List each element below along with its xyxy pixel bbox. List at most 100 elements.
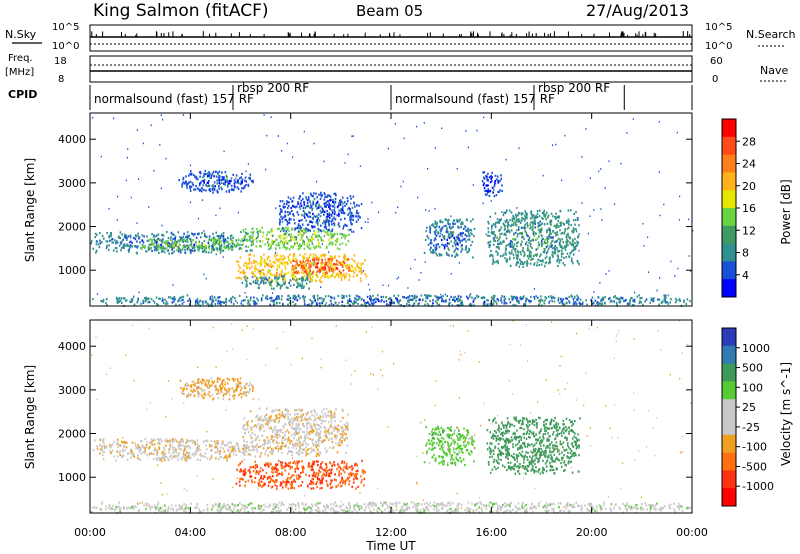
rti-cell xyxy=(129,456,132,459)
rti-cell xyxy=(518,219,521,223)
rti-cell xyxy=(313,296,315,299)
rti-cell xyxy=(203,181,205,184)
rti-cell xyxy=(448,298,451,301)
rti-cell xyxy=(166,302,169,305)
rti-cell xyxy=(362,262,364,265)
rti-cell xyxy=(371,298,373,301)
rti-cell xyxy=(490,227,493,230)
rti-cell xyxy=(324,275,327,278)
rti-cell xyxy=(352,275,355,278)
rti-cell xyxy=(292,235,294,238)
rti-cell xyxy=(118,297,121,300)
rti-cell xyxy=(122,246,124,249)
rti-cell xyxy=(112,241,114,244)
rti-cell xyxy=(431,251,434,254)
rti-cell xyxy=(242,229,245,232)
rti-speckle xyxy=(266,134,268,137)
rti-speckle xyxy=(465,130,467,132)
rti-cell xyxy=(143,235,145,238)
rti-cell xyxy=(619,300,622,303)
rti-cell xyxy=(331,441,334,444)
rti-speckle xyxy=(100,155,102,158)
rti-cell xyxy=(558,249,561,252)
rti-cell xyxy=(311,240,313,243)
rti-cell xyxy=(266,298,269,301)
rti-cell xyxy=(281,295,283,298)
rti-cell xyxy=(304,253,307,256)
rti-cell xyxy=(177,240,180,243)
rti-cell xyxy=(377,298,379,301)
rti-cell xyxy=(253,254,255,257)
rti-cell xyxy=(495,194,498,197)
rti-cell xyxy=(235,239,237,242)
rti-cell xyxy=(556,216,558,219)
rti-cell xyxy=(560,300,562,303)
rti-cell xyxy=(233,297,236,300)
rti-cell xyxy=(309,240,311,243)
rti-cell xyxy=(493,195,496,198)
rti-cell xyxy=(574,223,576,226)
rti-cell xyxy=(517,228,520,231)
rti-cell xyxy=(252,272,255,275)
rti-speckle xyxy=(351,135,353,138)
rti-speckle xyxy=(599,282,601,284)
rti-cell xyxy=(247,232,249,235)
rti-cell xyxy=(530,212,533,216)
rti-cell xyxy=(417,303,419,306)
rti-cell xyxy=(509,264,512,268)
rti-cell xyxy=(115,242,117,245)
rti-cell xyxy=(301,262,303,265)
rti-cell xyxy=(297,226,299,229)
rti-cell xyxy=(262,235,264,238)
rti-cell xyxy=(317,235,320,239)
rti-cell xyxy=(243,230,245,233)
rti-cell xyxy=(189,447,191,450)
rti-cell xyxy=(216,234,219,238)
rti-cell xyxy=(281,451,284,455)
rti-cell xyxy=(314,233,316,236)
rti-cell xyxy=(490,253,492,256)
rti-cell xyxy=(267,421,270,424)
rti-cell xyxy=(508,223,510,227)
rti-cell xyxy=(298,197,300,200)
rti-cell xyxy=(360,303,363,306)
rti-cell xyxy=(233,244,236,247)
rti-cell xyxy=(526,212,528,215)
rti-cell xyxy=(293,244,296,247)
rti-speckle xyxy=(501,211,503,213)
rti-speckle xyxy=(620,162,622,165)
rti-cell xyxy=(577,261,579,264)
rti-cell xyxy=(180,299,182,302)
rti-cell xyxy=(317,432,319,435)
rti-cell xyxy=(281,284,283,287)
rti-cell xyxy=(321,254,324,257)
rti-cell xyxy=(321,301,324,304)
rti-cell xyxy=(117,442,119,446)
rti-cell xyxy=(195,176,198,179)
rti-cell xyxy=(509,242,512,245)
rti-cell xyxy=(312,212,314,215)
rti-cell xyxy=(369,297,371,300)
rti-cell xyxy=(178,452,180,456)
rti-cell xyxy=(257,299,259,302)
rti-speckle xyxy=(264,276,266,278)
rti-cell xyxy=(289,212,291,215)
rti-cell xyxy=(263,262,266,265)
rti-cell xyxy=(336,247,339,250)
rti-cell xyxy=(581,302,584,306)
rti-cell xyxy=(240,302,243,305)
rti-speckle xyxy=(312,218,314,221)
rti-cell xyxy=(142,299,144,302)
rti-cell xyxy=(182,452,185,455)
rti-cell xyxy=(500,242,503,245)
rti-cell xyxy=(532,220,534,223)
rti-cell xyxy=(344,234,346,237)
rti-cell xyxy=(186,234,188,237)
rti-cell xyxy=(599,302,602,305)
rti-cell xyxy=(282,255,285,258)
rti-cell xyxy=(349,208,351,211)
rti-speckle xyxy=(292,156,294,159)
rti-cell xyxy=(529,217,532,220)
rti-cell xyxy=(498,218,501,222)
rti-cell xyxy=(226,176,228,179)
